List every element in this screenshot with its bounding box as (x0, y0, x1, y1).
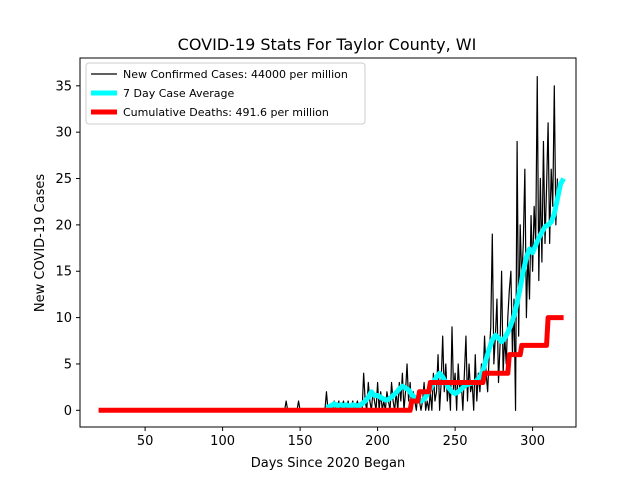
series-layer (98, 75, 566, 413)
legend-label-7-day-average: 7 Day Case Average (123, 87, 235, 100)
x-tick-label: 300 (520, 434, 545, 449)
legend-entry-7-day-average: 7 Day Case Average (91, 87, 235, 100)
x-tick-label: 100 (210, 434, 235, 449)
x-axis-label: Days Since 2020 Began (251, 456, 406, 471)
y-axis-label: New COVID-19 Cases (33, 174, 48, 312)
y-tick-label: 0 (64, 404, 72, 419)
chart-title: COVID-19 Stats For Taylor County, WI (178, 35, 477, 54)
legend-label-new-cases: New Confirmed Cases: 44000 per million (123, 68, 348, 81)
y-tick-label: 35 (55, 79, 72, 94)
y-tick-label: 5 (64, 357, 72, 372)
legend-entry-cumulative-deaths: Cumulative Deaths: 491.6 per million (91, 106, 329, 119)
legend-label-cumulative-deaths: Cumulative Deaths: 491.6 per million (123, 106, 329, 119)
plot-area (98, 75, 566, 413)
plot-frame (79, 57, 577, 428)
x-tick-label: 150 (288, 434, 313, 449)
legend-box (85, 62, 366, 125)
legend: New Confirmed Cases: 44000 per million 7… (85, 62, 366, 125)
y-tick-label: 15 (55, 265, 72, 280)
x-axis: 50 100 150 200 250 300 (137, 427, 545, 449)
x-tick-label: 250 (443, 434, 468, 449)
x-tick-label: 50 (137, 434, 154, 449)
series-line-new-cases (98, 75, 558, 411)
y-tick-label: 30 (55, 126, 72, 141)
y-tick-label: 20 (55, 218, 72, 233)
legend-entry-new-cases: New Confirmed Cases: 44000 per million (91, 68, 348, 81)
y-axis: 0 5 10 15 20 25 30 35 (55, 79, 80, 419)
y-tick-label: 10 (55, 311, 72, 326)
x-tick-label: 200 (365, 434, 390, 449)
y-tick-label: 25 (55, 172, 72, 187)
series-line-cumulative-deaths (98, 315, 564, 413)
